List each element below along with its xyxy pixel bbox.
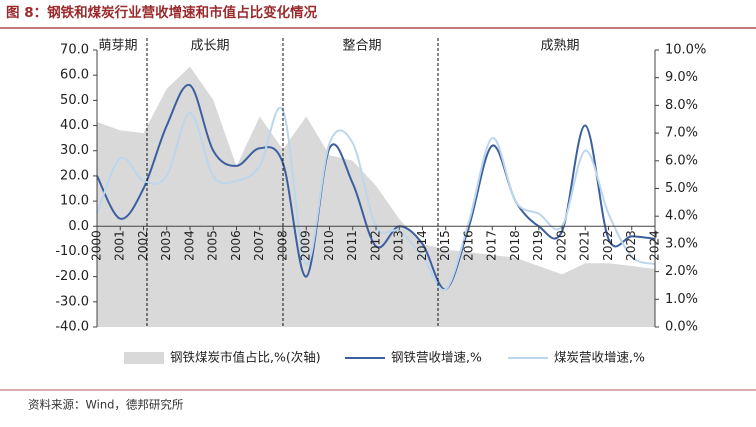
y-tick-label: -10.0 (55, 244, 89, 259)
y-tick-label: 30.0 (60, 143, 89, 158)
y2-tick-label: 3.0% (665, 236, 698, 251)
x-tick-label: 2022 (601, 230, 615, 261)
y-tick-label: -40.0 (55, 320, 89, 335)
x-tick-label: 2015 (438, 230, 452, 261)
x-tick-label: 2007 (252, 230, 266, 261)
y2-tick-label: 5.0% (665, 181, 698, 196)
y-tick-label: -20.0 (55, 269, 89, 284)
period-label: 萌芽期 (98, 39, 137, 54)
y2-tick-label: 9.0% (665, 70, 698, 85)
x-tick-label: 2016 (462, 230, 476, 261)
x-tick-label: 2004 (183, 230, 197, 261)
y-tick-label: 50.0 (60, 93, 89, 108)
y-tick-label: -30.0 (55, 294, 89, 309)
y-tick-label: 60.0 (60, 68, 89, 83)
legend-label: 煤炭营收增速,% (554, 350, 645, 365)
x-tick-label: 2005 (206, 230, 220, 261)
y2-tick-label: 1.0% (665, 292, 698, 307)
x-tick-label: 2019 (531, 230, 545, 261)
period-label: 成熟期 (540, 38, 579, 54)
x-tick-label: 2002 (136, 230, 150, 261)
source: 资料来源：Wind，德邦研究所 (28, 398, 184, 412)
y2-tick-label: 8.0% (665, 98, 698, 113)
area (97, 66, 655, 328)
x-tick-label: 2018 (508, 230, 522, 261)
x-tick-label: 2000 (90, 230, 104, 261)
y-tick-label: 70.0 (60, 43, 89, 58)
x-tick-label: 2013 (392, 230, 406, 261)
x-tick-label: 2009 (299, 230, 313, 261)
y2-tick-label: 2.0% (665, 264, 698, 279)
y-tick-label: 0.0 (68, 219, 89, 234)
period-label: 成长期 (190, 39, 229, 54)
x-tick-label: 2001 (113, 230, 127, 261)
x-tick-label: 2012 (369, 230, 383, 261)
legend-label: 钢铁营收增速,% (391, 350, 482, 365)
x-tick-label: 2024 (648, 230, 662, 261)
y2-tick-label: 0.0% (665, 320, 698, 335)
x-tick-label: 2011 (345, 230, 359, 261)
x-tick-label: 2014 (415, 230, 429, 261)
x-tick-label: 2021 (578, 230, 592, 261)
y2-tick-label: 6.0% (665, 153, 698, 168)
period-label: 整合期 (342, 39, 381, 54)
y2-tick-label: 10.0% (665, 43, 706, 58)
x-tick-label: 2017 (485, 230, 499, 261)
x-tick-label: 2003 (159, 230, 173, 261)
x-tick-label: 2023 (624, 230, 638, 261)
legend-label: 钢铁煤炭市值占比,%(次轴) (170, 350, 321, 365)
x-tick-label: 2010 (322, 230, 336, 261)
x-tick-label: 2020 (555, 230, 569, 261)
y-tick-label: 40.0 (60, 118, 89, 133)
y-tick-label: 10.0 (60, 194, 89, 209)
chart-title: 图 8：钢铁和煤炭行业营收增速和市值占比变化情况 (6, 4, 318, 21)
x-tick-label: 2006 (229, 230, 243, 261)
legend-swatch (124, 352, 164, 364)
y2-tick-label: 4.0% (665, 209, 698, 224)
y2-tick-label: 7.0% (665, 126, 698, 141)
y-tick-label: 20.0 (60, 168, 89, 183)
